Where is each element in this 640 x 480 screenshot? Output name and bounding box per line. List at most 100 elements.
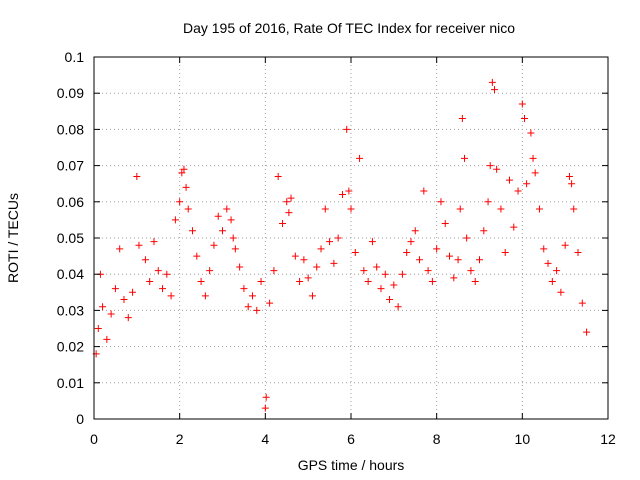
data-point (283, 198, 291, 206)
data-point (540, 245, 548, 253)
data-point (356, 154, 364, 162)
data-point (480, 227, 488, 235)
data-point (326, 238, 334, 246)
data-point (163, 270, 171, 278)
y-tick-label: 0.1 (65, 49, 85, 65)
data-point (171, 216, 179, 224)
data-point (484, 198, 492, 206)
data-point (527, 129, 535, 137)
data-point (214, 212, 222, 220)
data-point (493, 165, 501, 173)
data-point (159, 285, 167, 293)
chart-title: Day 195 of 2016, Rate Of TEC Index for r… (183, 20, 515, 36)
data-point (488, 78, 496, 86)
y-tick-label: 0.05 (57, 230, 84, 246)
data-point (471, 277, 479, 285)
data-point (287, 194, 295, 202)
data-point (351, 248, 359, 256)
data-point (381, 270, 389, 278)
data-point (398, 270, 406, 278)
data-point (343, 125, 351, 133)
data-point (313, 263, 321, 271)
data-point (450, 274, 458, 282)
data-point (274, 172, 282, 180)
data-point (180, 165, 188, 173)
data-point (461, 154, 469, 162)
data-points (92, 78, 591, 412)
data-point (373, 263, 381, 271)
data-point (535, 205, 543, 213)
data-point (206, 267, 214, 275)
data-point (428, 277, 436, 285)
data-point (505, 176, 513, 184)
data-point (296, 277, 304, 285)
data-point (94, 325, 102, 332)
data-point (364, 277, 372, 285)
data-point (182, 183, 190, 191)
data-point (407, 238, 415, 246)
data-point (441, 220, 449, 228)
x-tick-label: 8 (433, 431, 441, 447)
data-point (514, 187, 522, 195)
x-tick-label: 6 (347, 431, 355, 447)
y-tick-label: 0.03 (57, 302, 84, 318)
data-point (261, 404, 269, 412)
data-point (458, 115, 466, 123)
data-point (141, 256, 149, 264)
data-point (120, 296, 128, 304)
data-point (236, 263, 244, 271)
data-point (308, 292, 316, 300)
data-point (176, 198, 184, 206)
data-point (124, 314, 132, 322)
data-point (531, 169, 539, 177)
data-point (360, 267, 368, 275)
data-point (135, 241, 143, 249)
data-point (116, 245, 124, 253)
data-point (229, 234, 237, 242)
y-tick-label: 0.07 (57, 158, 84, 174)
data-point (330, 259, 338, 267)
data-point (300, 256, 308, 264)
data-point (518, 100, 526, 108)
data-point (278, 220, 286, 228)
data-point (103, 335, 111, 343)
x-tick-label: 2 (176, 431, 184, 447)
data-point (565, 172, 573, 180)
y-tick-label: 0.06 (57, 194, 84, 210)
data-point (568, 180, 576, 188)
data-point (456, 205, 464, 213)
data-point (368, 238, 376, 246)
data-point (394, 303, 402, 311)
axis-ticks (93, 56, 609, 420)
data-point (390, 281, 398, 289)
x-tick-label: 10 (515, 431, 531, 447)
data-point (377, 285, 385, 293)
y-tick-label: 0.08 (57, 121, 84, 137)
data-point (523, 180, 531, 188)
data-point (424, 267, 432, 275)
data-point (321, 205, 329, 213)
data-point (476, 256, 483, 264)
data-point (467, 267, 475, 275)
data-point (501, 248, 509, 256)
x-tick-label: 0 (90, 431, 98, 447)
data-point (197, 277, 205, 285)
data-point (338, 191, 346, 199)
data-point (178, 169, 186, 177)
data-point (334, 234, 342, 242)
data-point (223, 205, 231, 213)
data-point (248, 292, 256, 300)
data-point (574, 248, 582, 256)
x-tick-label: 4 (261, 431, 269, 447)
data-point (520, 115, 528, 123)
data-point (463, 234, 471, 242)
data-point (257, 277, 265, 285)
y-tick-label: 0.01 (57, 375, 84, 391)
data-point (107, 310, 115, 318)
data-point (420, 187, 428, 195)
data-point (227, 216, 235, 224)
data-point (529, 154, 537, 162)
data-point (386, 296, 394, 304)
data-point (150, 238, 158, 246)
